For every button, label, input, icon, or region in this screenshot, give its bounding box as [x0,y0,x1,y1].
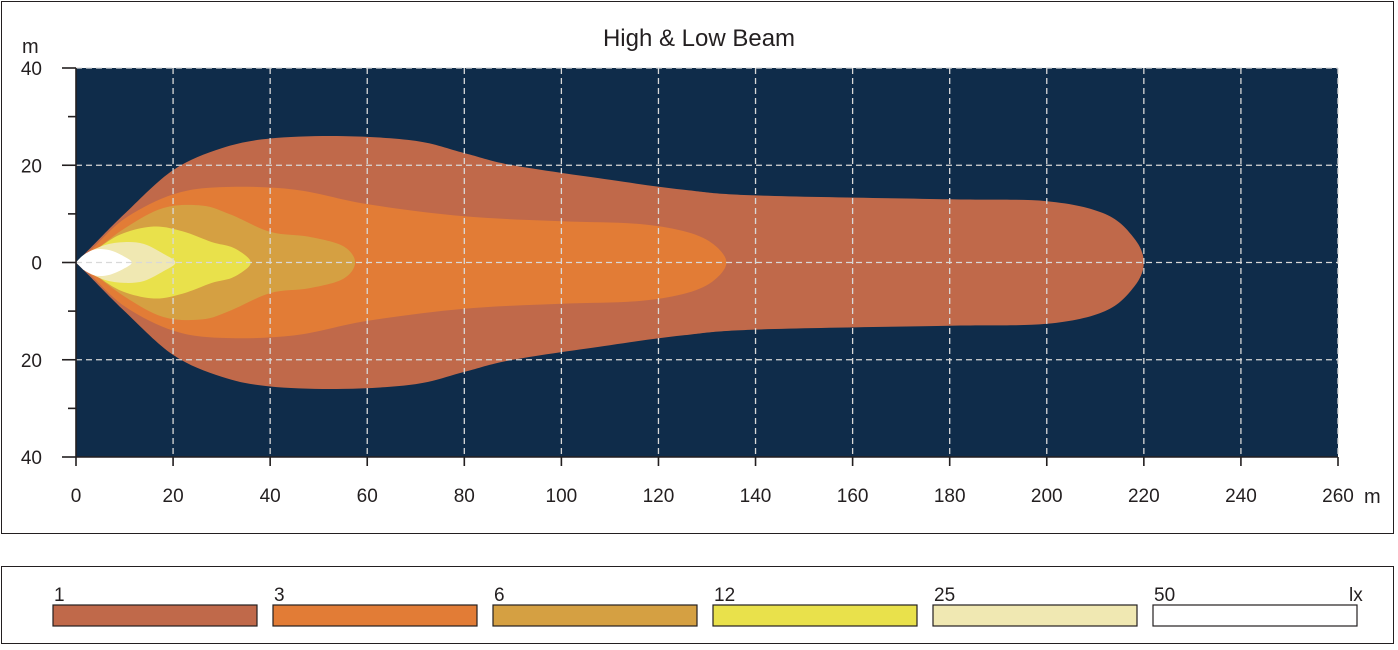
legend-swatch-50-lx [1152,604,1358,627]
x-tick-label: 20 [163,486,184,507]
chart-title: High & Low Beam [603,25,795,52]
x-tick-label: 260 [1322,486,1354,507]
x-tick-label: 40 [260,486,281,507]
legend-label: 1 [54,585,65,606]
legend-label: 3 [274,585,285,606]
legend-swatch-6-lx [492,604,698,627]
x-tick-label: 80 [454,486,475,507]
plot-area [76,67,1339,457]
chart-panel: High & Low Beam 0 20 40 60 80 100 120 140 160 180… [1,1,1394,534]
y-tick-label: 20 [21,351,42,372]
grid-lines [76,67,1339,457]
x-tick-label: 180 [934,486,966,507]
legend-label: 25 [934,585,955,606]
legend-panel: lx 1 3 6 12 25 50 [1,566,1394,644]
legend: lx 1 3 6 12 25 50 [52,585,1363,627]
legend-swatch-25-lx [932,604,1138,627]
y-tick-label: 0 [31,254,42,275]
legend-label: 6 [494,585,505,606]
legend-label: 12 [714,585,735,606]
legend-swatch-3-lx [272,604,478,627]
legend-unit-label: lx [1349,585,1363,606]
x-tick-label: 120 [643,486,675,507]
x-tick-label: 220 [1128,486,1160,507]
legend-label: 50 [1154,585,1175,606]
x-tick-label: 140 [740,486,772,507]
x-tick-label: 240 [1225,486,1257,507]
x-tick-label: 100 [546,486,578,507]
axes: 0 20 40 60 80 100 120 140 160 180 200 220 240 2604020… [21,59,1354,507]
chart-svg: High & Low Beam 0 20 40 60 80 100 120 140 160 180… [21,25,1381,508]
y-tick-label: 40 [21,448,42,469]
x-axis-unit-label: m [1364,486,1381,508]
legend-swatch-12-lx [712,604,918,627]
x-tick-label: 160 [837,486,869,507]
x-tick-label: 200 [1031,486,1063,507]
contour-50-lx [76,249,132,276]
y-tick-label: 40 [21,59,42,80]
legend-swatch-1-lx [52,604,258,627]
x-tick-label: 60 [357,486,378,507]
y-axis-unit-label: m [22,36,39,58]
y-tick-label: 20 [21,156,42,177]
x-tick-label: 0 [71,486,82,507]
